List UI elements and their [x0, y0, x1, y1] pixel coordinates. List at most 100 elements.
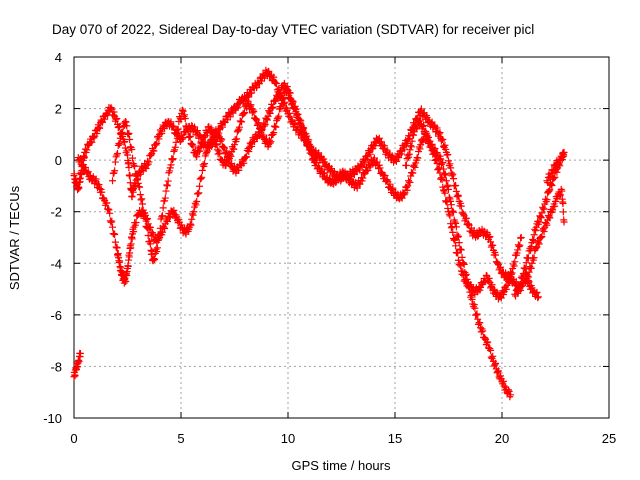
data-point [320, 169, 328, 177]
data-point [294, 111, 302, 119]
data-point [81, 145, 89, 153]
data-point [123, 122, 131, 130]
data-point [359, 174, 367, 182]
data-point [189, 142, 197, 150]
data-point [126, 179, 134, 187]
data-point [500, 382, 508, 390]
data-point [457, 262, 465, 270]
data-point [170, 147, 178, 155]
data-point [111, 158, 119, 166]
data-point [438, 175, 446, 183]
data-point [247, 101, 255, 109]
data-point [540, 205, 548, 213]
data-point [263, 116, 271, 124]
data-point [230, 145, 238, 153]
data-point [84, 168, 92, 176]
data-point [513, 249, 521, 257]
data-point [283, 86, 291, 94]
data-point [265, 108, 273, 116]
data-point [285, 112, 293, 120]
data-point [299, 125, 307, 133]
data-point [169, 155, 177, 163]
data-point [546, 214, 554, 222]
data-point [126, 172, 134, 180]
x-tick-labels: 0 5 10 15 20 25 [70, 431, 616, 446]
data-point [560, 218, 568, 226]
data-point [150, 147, 158, 155]
y-tick-label: -8 [50, 359, 62, 374]
data-point [105, 206, 113, 214]
data-point [89, 133, 97, 141]
data-point [288, 100, 296, 108]
data-point [535, 240, 543, 248]
x-tick-label: 15 [388, 431, 402, 446]
data-point [546, 186, 554, 194]
data-point [534, 294, 542, 302]
data-point [142, 222, 150, 230]
data-point [311, 155, 319, 163]
data-point [103, 199, 111, 207]
data-point [107, 104, 115, 112]
data-point [132, 172, 140, 180]
data-point [452, 181, 460, 189]
y-tick-label: -4 [50, 256, 62, 271]
data-point [154, 236, 162, 244]
data-points [70, 66, 568, 401]
data-point [95, 181, 103, 189]
data-point [417, 105, 425, 113]
data-point [81, 164, 89, 172]
data-point [444, 150, 452, 158]
data-point [451, 236, 459, 244]
data-point [318, 165, 326, 173]
data-point [443, 198, 451, 206]
data-point [192, 201, 200, 209]
data-point [524, 277, 532, 285]
data-point [440, 186, 448, 194]
data-point [504, 386, 512, 394]
data-point [532, 244, 540, 252]
series-3 [109, 84, 564, 303]
data-point [366, 150, 374, 158]
data-point [555, 155, 563, 163]
data-point [178, 221, 186, 229]
data-point [218, 136, 226, 144]
data-point [494, 368, 502, 376]
data-point [203, 148, 211, 156]
data-point [150, 255, 158, 263]
data-point [96, 185, 104, 193]
data-point [75, 184, 83, 192]
data-point [494, 259, 502, 267]
data-point [188, 140, 196, 148]
data-point [121, 117, 129, 125]
series-2 [70, 79, 568, 401]
data-point [474, 232, 482, 240]
y-tick-labels: -10 -8 -6 -4 -2 0 2 4 [43, 50, 62, 426]
data-point [508, 269, 516, 277]
data-point [220, 143, 228, 151]
data-point [181, 111, 189, 119]
data-point [248, 142, 256, 150]
y-tick-label: -2 [50, 205, 62, 220]
data-point [153, 244, 161, 252]
data-point [459, 210, 467, 218]
data-point [113, 244, 121, 252]
data-point [505, 278, 513, 286]
chart-title: Day 070 of 2022, Sidereal Day-to-day VTE… [52, 22, 534, 37]
data-point [121, 138, 129, 146]
data-point [132, 219, 140, 227]
data-point [226, 113, 234, 121]
data-point [363, 155, 371, 163]
y-tick-label: 2 [55, 102, 62, 117]
data-point [158, 212, 166, 220]
data-point [157, 128, 165, 136]
data-point [136, 183, 144, 191]
data-point [545, 213, 553, 221]
data-point [124, 130, 132, 138]
data-point [76, 350, 84, 358]
data-point [113, 151, 121, 159]
data-point [131, 180, 139, 188]
data-point [171, 143, 179, 151]
data-point [403, 186, 411, 194]
data-point [522, 270, 530, 278]
data-point [444, 204, 452, 212]
